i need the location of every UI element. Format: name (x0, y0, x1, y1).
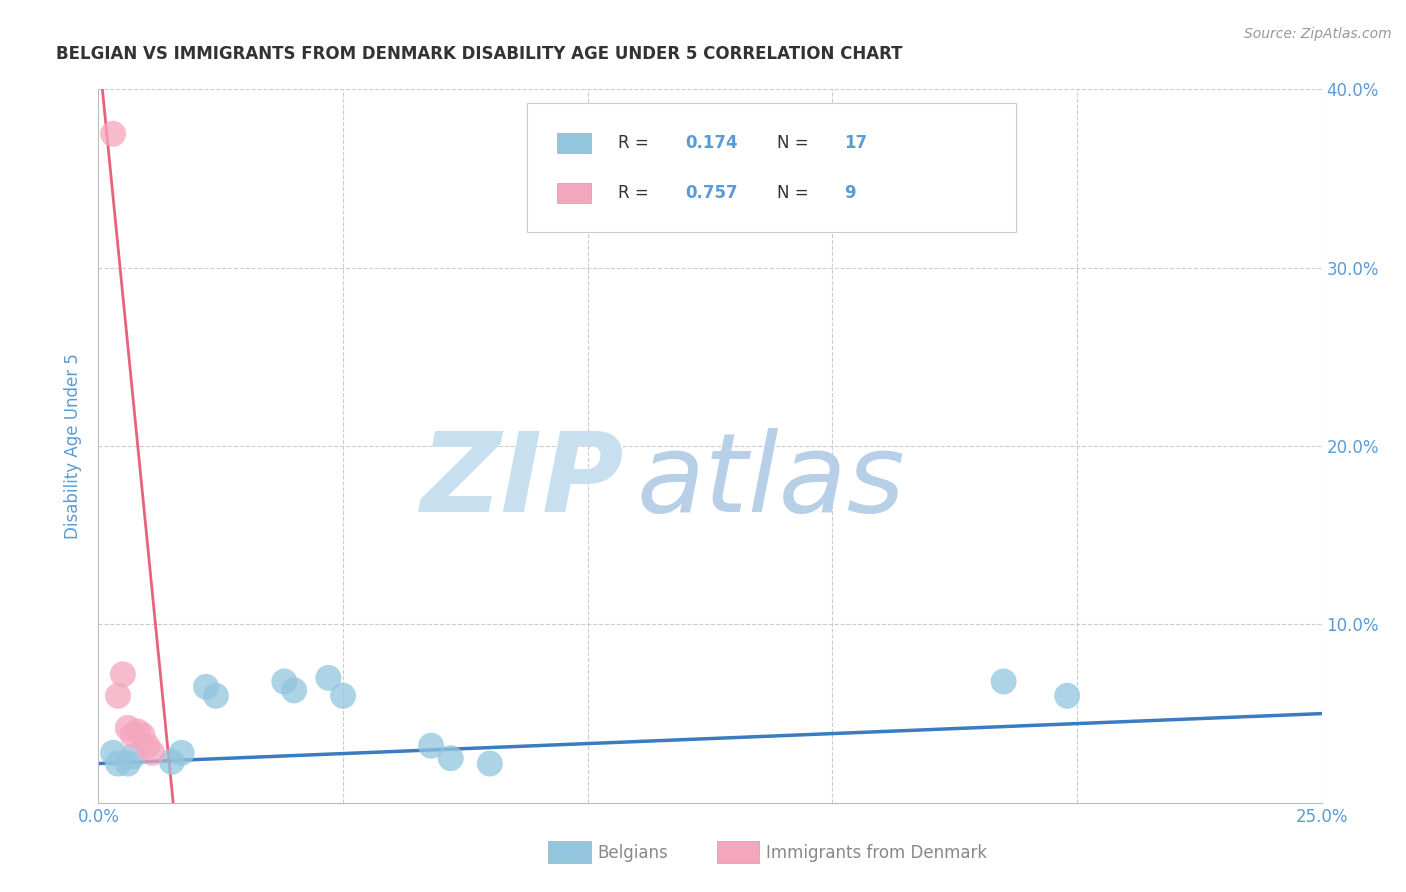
Text: N =: N = (778, 134, 814, 152)
Point (121, 749, 143, 764)
Point (420, 739, 443, 753)
Text: 9: 9 (845, 184, 856, 202)
Text: 0.757: 0.757 (686, 184, 738, 202)
Point (283, 683, 305, 698)
Text: N =: N = (778, 184, 814, 202)
Point (107, 756, 129, 771)
Y-axis label: Disability Age Under 5: Disability Age Under 5 (65, 353, 83, 539)
Text: R =: R = (619, 184, 654, 202)
Point (205, 689, 228, 703)
Point (478, 756, 501, 771)
Point (318, 671, 340, 685)
Point (107, 689, 129, 703)
Text: 17: 17 (845, 134, 868, 152)
Point (101, 127, 124, 141)
Point (160, 755, 183, 769)
Point (1056, 689, 1078, 703)
Point (117, 756, 139, 771)
Point (141, 746, 163, 760)
Point (170, 746, 193, 760)
Text: atlas: atlas (637, 428, 905, 535)
Text: ZIP: ZIP (420, 428, 624, 535)
Point (127, 724, 149, 739)
Text: Source: ZipAtlas.com: Source: ZipAtlas.com (1244, 27, 1392, 41)
FancyBboxPatch shape (557, 183, 592, 202)
Point (195, 680, 218, 694)
Text: Immigrants from Denmark: Immigrants from Denmark (766, 844, 987, 862)
Text: BELGIAN VS IMMIGRANTS FROM DENMARK DISABILITY AGE UNDER 5 CORRELATION CHART: BELGIAN VS IMMIGRANTS FROM DENMARK DISAB… (56, 45, 903, 62)
Point (121, 728, 143, 742)
FancyBboxPatch shape (526, 103, 1015, 232)
Point (993, 674, 1015, 689)
Point (101, 746, 124, 760)
Point (273, 674, 295, 689)
Point (332, 689, 354, 703)
Point (117, 721, 139, 735)
Text: 0.174: 0.174 (686, 134, 738, 152)
Point (131, 728, 153, 742)
Text: Belgians: Belgians (598, 844, 668, 862)
Point (136, 739, 159, 753)
Point (111, 667, 134, 681)
Text: R =: R = (619, 134, 654, 152)
FancyBboxPatch shape (557, 133, 592, 153)
Point (440, 751, 463, 765)
